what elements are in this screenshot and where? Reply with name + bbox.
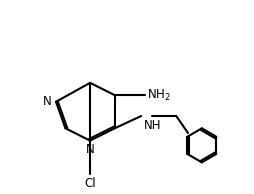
Text: Cl: Cl: [84, 177, 96, 190]
Text: NH$_2$: NH$_2$: [147, 88, 171, 103]
Text: NH: NH: [144, 119, 161, 132]
Text: N: N: [43, 95, 52, 108]
Text: N: N: [86, 143, 94, 156]
